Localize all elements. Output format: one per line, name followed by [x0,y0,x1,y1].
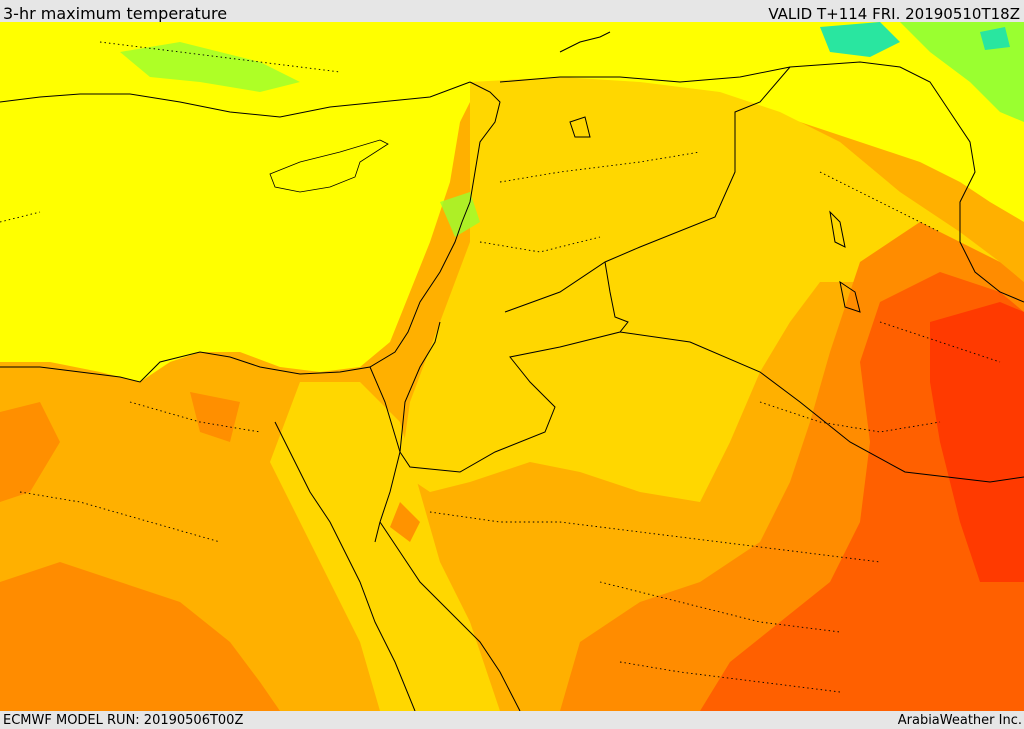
north-green-patch-1 [800,22,1024,122]
sinai-gold-zone [270,382,500,711]
north-cyan-patch [820,22,900,57]
model-run-label: ECMWF MODEL RUN: 20190506T00Z [3,713,244,728]
north-green-patch-2 [120,42,300,92]
map-footer: ECMWF MODEL RUN: 20190506T00Z ArabiaWeat… [0,711,1024,729]
map-header: 3-hr maximum temperature VALID T+114 FRI… [0,0,1024,22]
credit-label: ArabiaWeather Inc. [897,713,1022,728]
map-canvas [0,22,1024,711]
egypt-warm-zone-3 [190,392,240,442]
egypt-warm-zone-2 [0,402,60,502]
gulf-hottest-zone [930,302,1024,582]
syria-gold-zone [400,77,1024,502]
north-cyan-patch-2 [980,27,1010,50]
country-borders [0,31,1024,711]
egypt-warm-zone-1 [0,562,280,711]
temperature-map[interactable] [0,22,1024,711]
admin-boundaries [0,41,1001,693]
map-title: 3-hr maximum temperature [3,4,228,23]
valid-time: VALID T+114 FRI. 20190510T18Z [768,5,1020,23]
sinai-warm-zone [390,502,420,542]
cyprus [269,139,389,193]
